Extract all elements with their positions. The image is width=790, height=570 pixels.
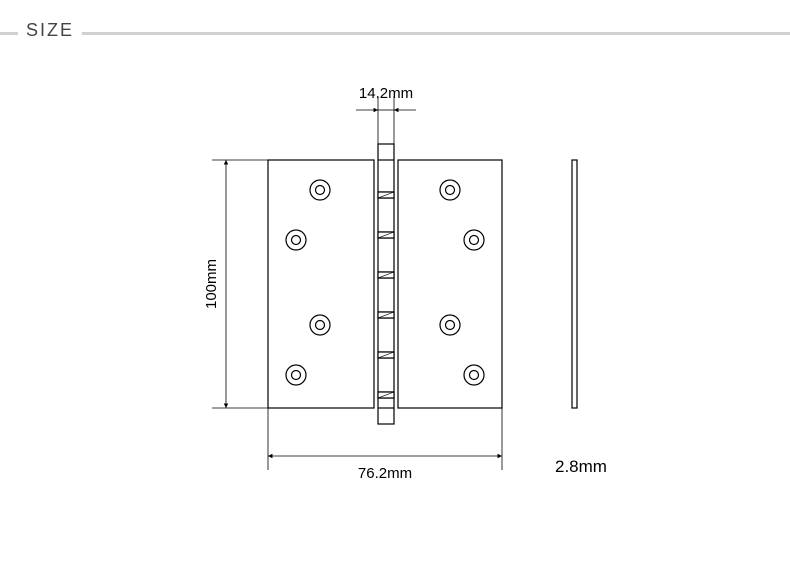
svg-text:2.8mm: 2.8mm	[555, 457, 607, 476]
svg-text:100mm: 100mm	[203, 259, 220, 309]
technical-drawing: 100mm 76.2mm 14.2mm 2.8mm	[0, 0, 790, 570]
svg-text:76.2mm: 76.2mm	[358, 465, 412, 482]
svg-text:14.2mm: 14.2mm	[359, 85, 413, 102]
